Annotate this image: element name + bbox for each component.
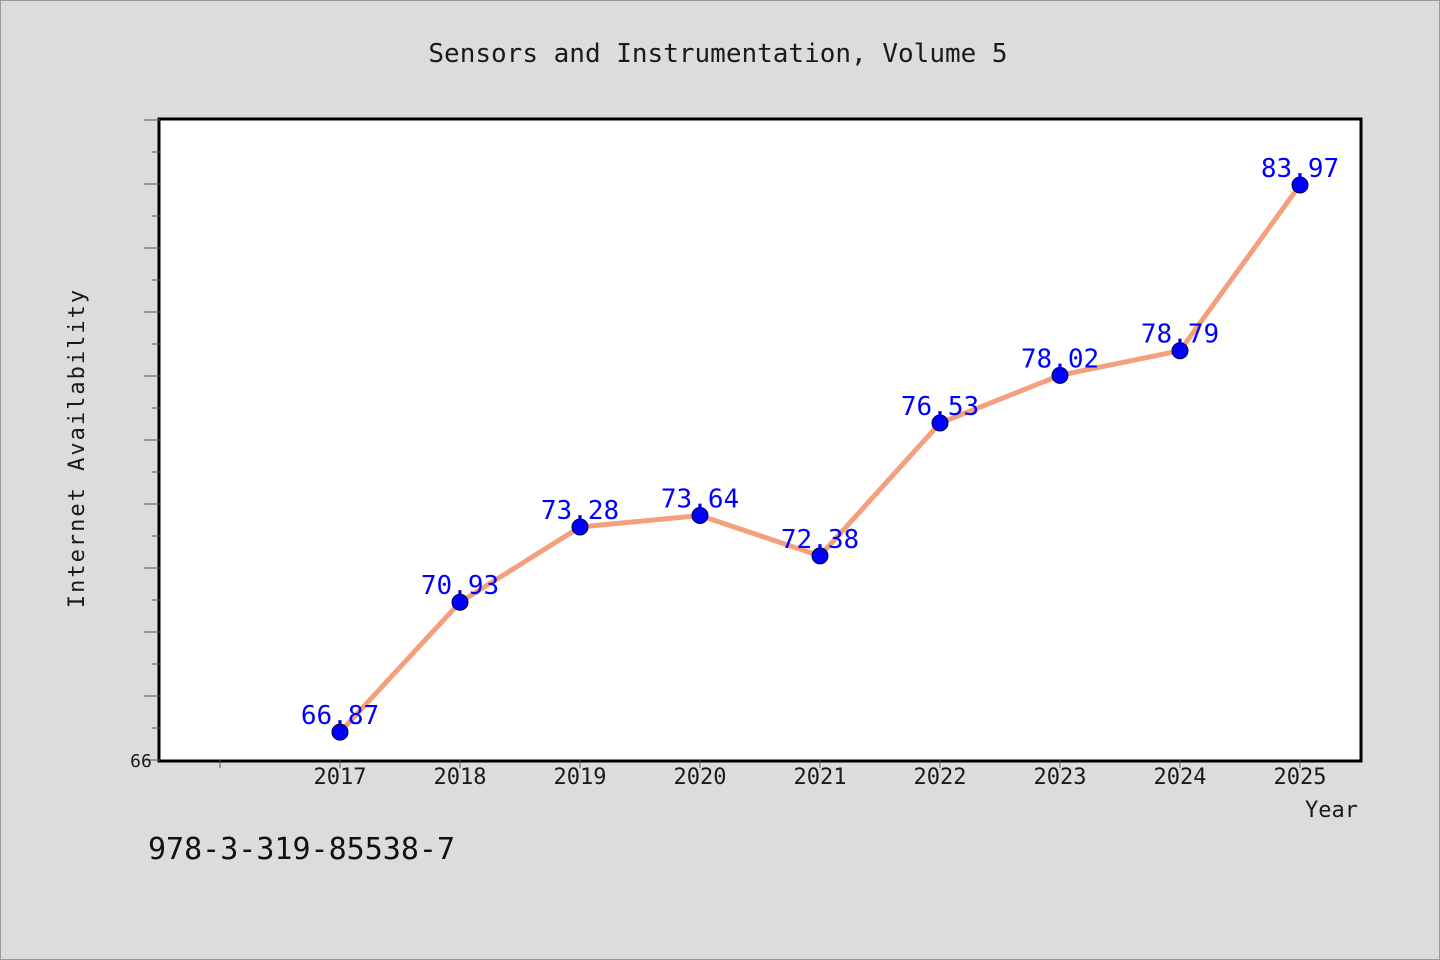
- data-point: [1051, 366, 1069, 384]
- y-axis-label: Internet Availability: [65, 288, 90, 608]
- data-label: 83.97: [1261, 154, 1339, 184]
- x-tick-label: 2021: [794, 765, 847, 790]
- x-tick-label: 2022: [914, 765, 967, 790]
- data-point: [331, 723, 349, 741]
- series-group: 66.87 70.93 73.28 73.64 72.38 76.53 78.02 78.79…: [301, 154, 1339, 741]
- x-axis-label: Year: [1305, 798, 1358, 823]
- data-label: 78.02: [1021, 344, 1099, 374]
- data-point: [571, 518, 589, 536]
- data-point: [691, 507, 709, 525]
- data-label: 72.38: [781, 525, 859, 555]
- x-tick-label: 2020: [674, 765, 727, 790]
- data-point: [1171, 342, 1189, 360]
- y-axis-ticks: [144, 119, 160, 761]
- data-label: 78.79: [1141, 320, 1219, 350]
- data-label: 73.64: [661, 485, 739, 515]
- x-tick-label: 2024: [1154, 765, 1207, 790]
- x-axis-ticks: 2017 2018 2019 2020 2021 2022 2023 2024 2025: [219, 760, 1327, 790]
- data-point: [811, 547, 829, 565]
- data-point: [451, 593, 469, 611]
- data-point: [931, 414, 949, 432]
- isbn-footer: 978-3-319-85538-7: [148, 832, 456, 867]
- x-tick-label: 2019: [554, 765, 607, 790]
- x-tick-label: 2017: [314, 765, 367, 790]
- chart-title: Sensors and Instrumentation, Volume 5: [428, 39, 1007, 69]
- plot-area: [157, 117, 1363, 763]
- data-label: 66.87: [301, 701, 379, 731]
- data-label: 73.28: [541, 496, 619, 526]
- y-tick-label-min: 66: [130, 751, 152, 772]
- x-tick-label: 2025: [1274, 765, 1327, 790]
- data-label: 76.53: [901, 392, 979, 422]
- data-label: 70.93: [421, 571, 499, 601]
- data-point: [1291, 176, 1309, 194]
- x-tick-label: 2018: [434, 765, 487, 790]
- x-tick-label: 2023: [1034, 765, 1087, 790]
